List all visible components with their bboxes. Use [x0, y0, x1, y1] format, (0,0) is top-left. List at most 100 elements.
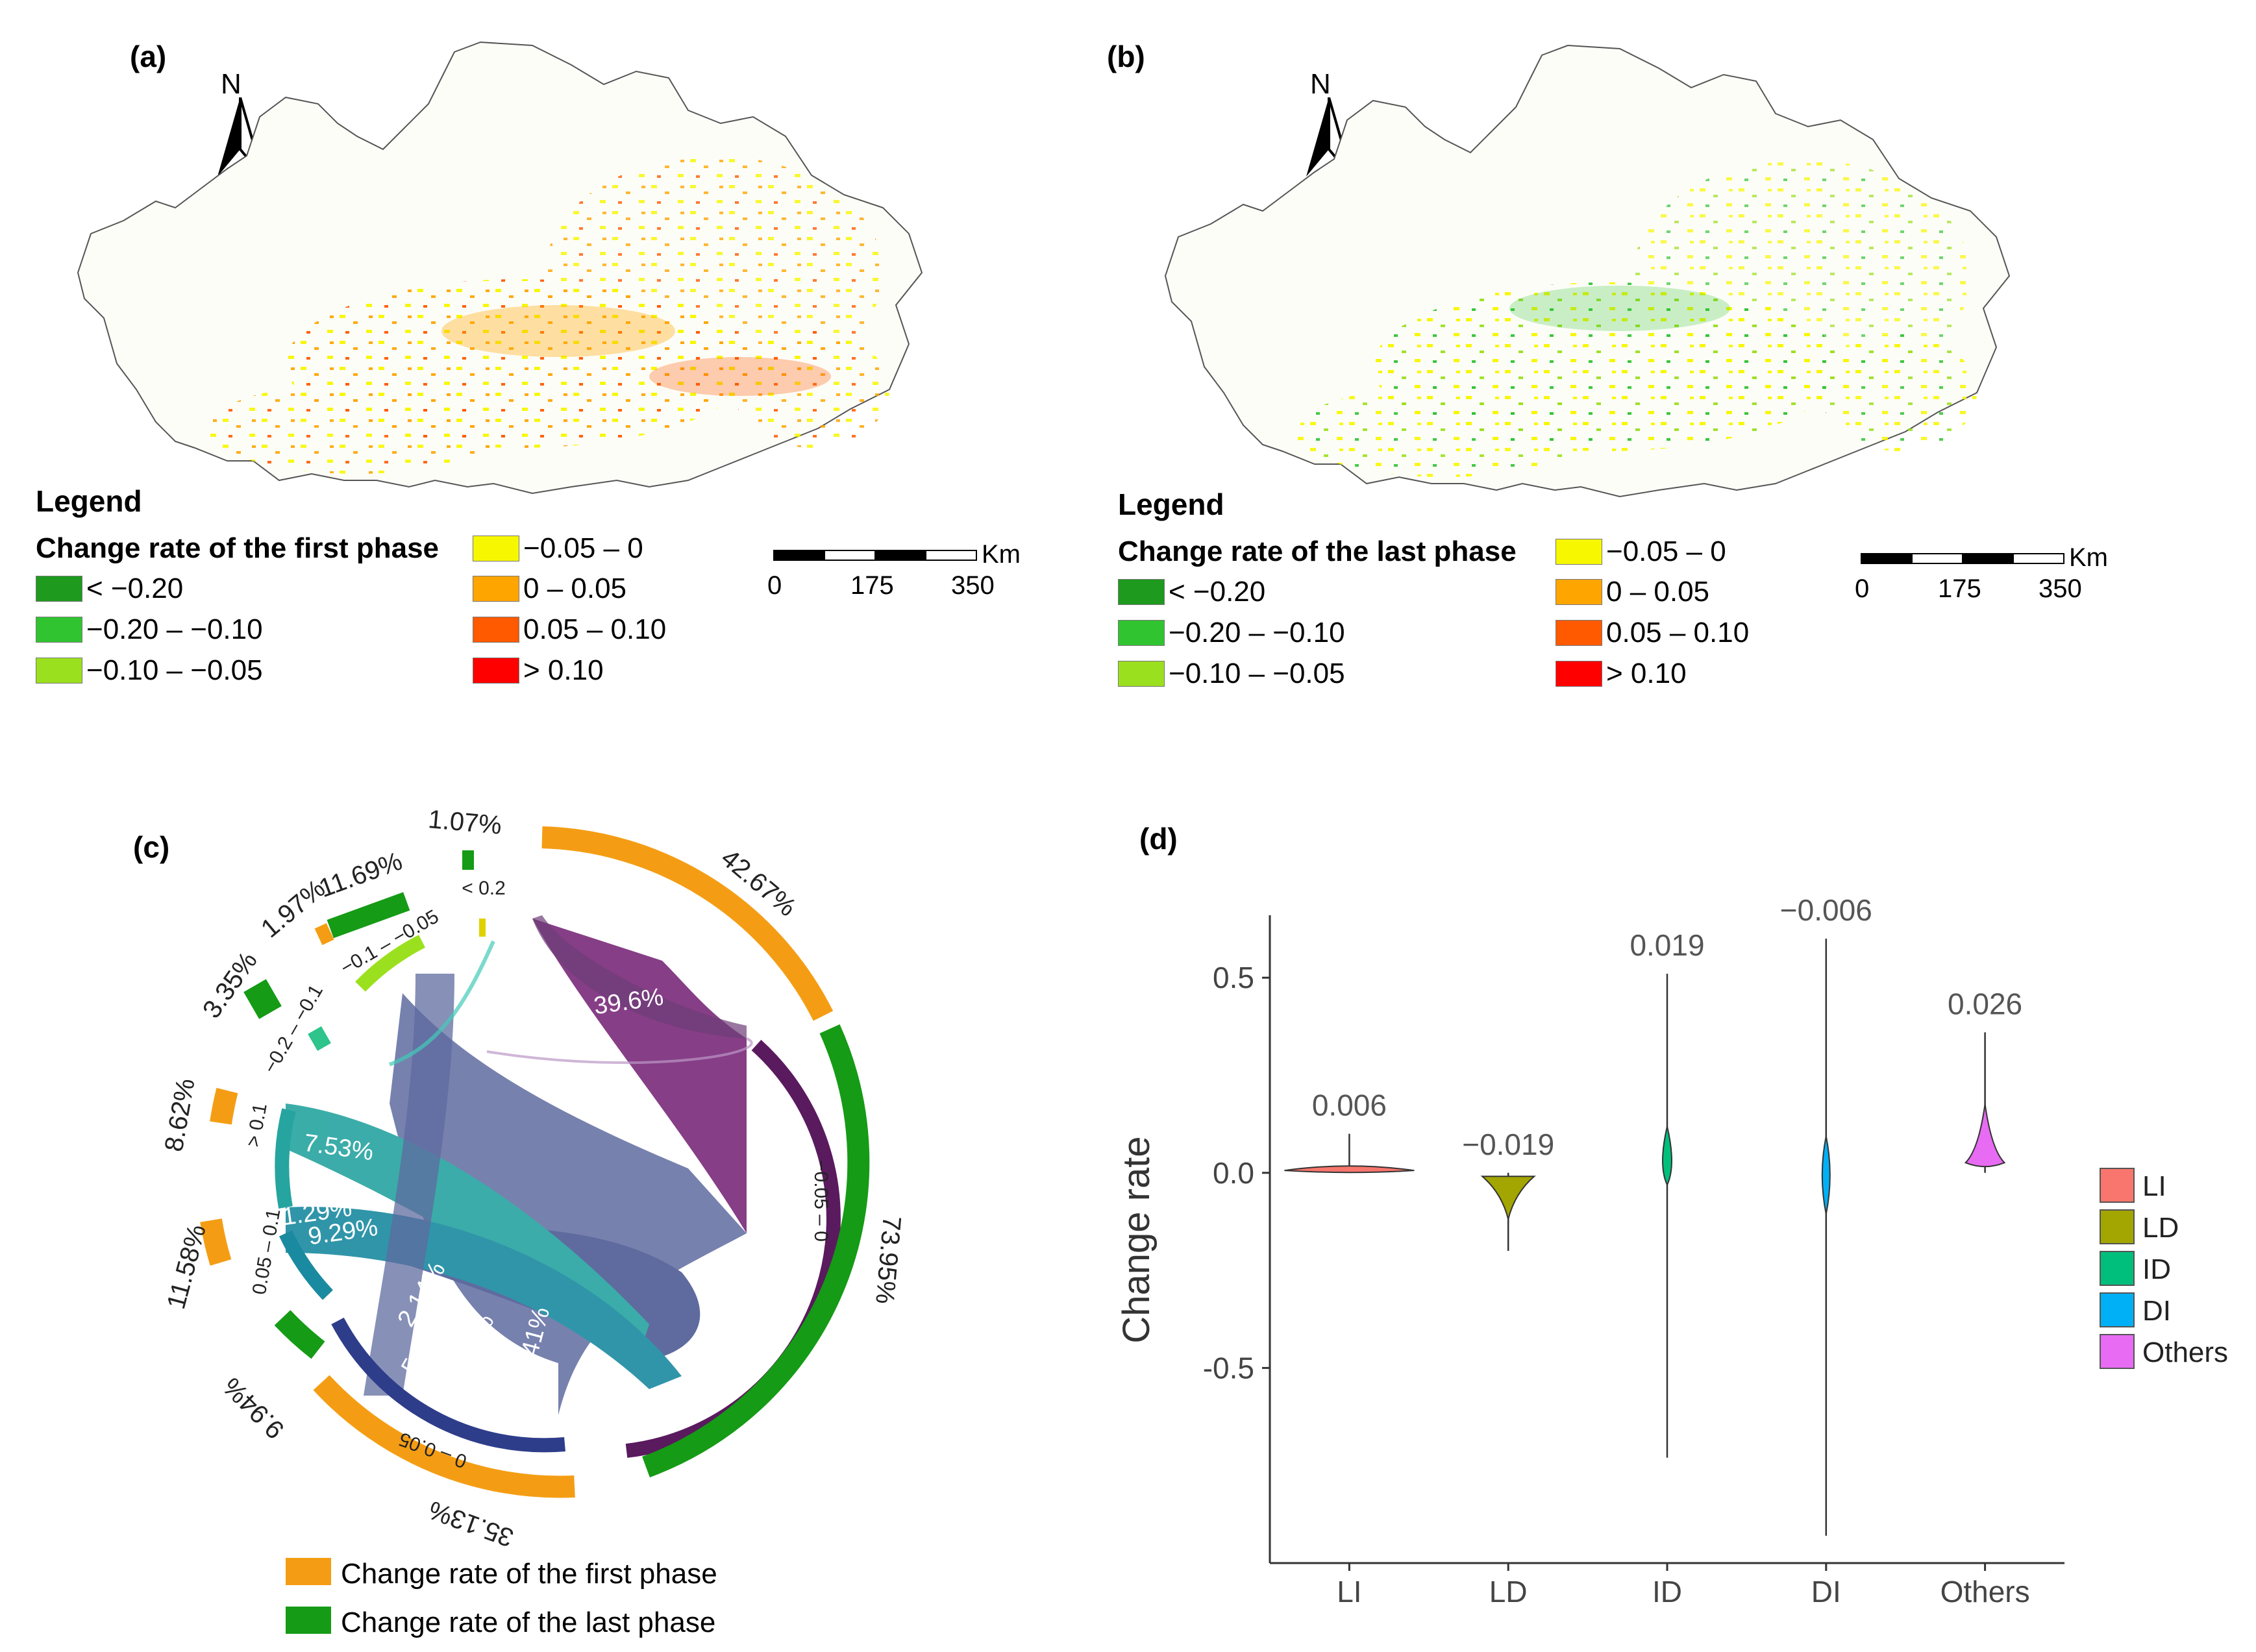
panel-d-label: (d) [1139, 822, 1178, 856]
legend-b-item: −0.20 – −0.10 [1118, 617, 1345, 649]
scale-tick-a: 350 [951, 571, 995, 600]
scale-tick-a: 175 [850, 571, 894, 600]
violin-value-label: −0.019 [1462, 1128, 1554, 1161]
inner-ring-segment [275, 1108, 296, 1209]
violin-body [1480, 1176, 1536, 1220]
chord-diagram: 42.67% 73.95% 35.13% 9.94% 11.58% 8.62% … [160, 805, 906, 1552]
ring-last-3 [243, 979, 282, 1019]
chord-ribbon [286, 1207, 682, 1389]
scale-bar-b [1861, 553, 2064, 564]
violin-value-label: 0.019 [1630, 928, 1704, 962]
legend-d-label: ID [2142, 1253, 2171, 1285]
scale-tick-b: 175 [1938, 574, 1981, 603]
legend-d-label: LI [2142, 1170, 2166, 1202]
y-axis-label: Change rate [1115, 1136, 1158, 1343]
ring-pct-label: 73.95% [870, 1215, 906, 1305]
violin-body [1662, 1126, 1672, 1187]
scale-unit-b: Km [2069, 543, 2108, 572]
legend-d-swatch [2100, 1168, 2135, 1203]
inner-ring-segment [331, 1317, 565, 1453]
inner-ring-segment [355, 935, 426, 992]
chord-ribbon [486, 1037, 753, 1065]
violin-chart: Change rate 0.5 0.0 -0.5 LI LD ID DI Others 0.0… [1115, 893, 2228, 1609]
ring-first-11 [200, 1218, 232, 1266]
legend-c-swatch-last [286, 1607, 331, 1634]
ring-pct-label: 1.07% [427, 805, 503, 840]
legend-b-item: −0.05 – 0 [1556, 536, 1726, 568]
ring-last-73 [642, 1024, 870, 1477]
ring-first-1 [314, 923, 334, 946]
scale-bar-a [773, 550, 977, 561]
legend-b-title: Legend [1118, 487, 1224, 521]
y-tick-label: 0.5 [1213, 961, 1254, 994]
legend-c-last: Change rate of the last phase [341, 1607, 716, 1638]
x-tick-label: DI [1811, 1575, 1841, 1609]
sector-label: −0.05 – 0 [810, 1160, 832, 1242]
x-tick-label: Others [1940, 1575, 2030, 1609]
sector-label: > 0.1 [243, 1102, 271, 1148]
panel-c-label: (c) [133, 830, 170, 864]
north-label: N [1310, 68, 1331, 100]
legend-b-subtitle: Change rate of the last phase [1118, 536, 1517, 567]
panel-b-label: (b) [1107, 40, 1145, 73]
inner-ring-segment [279, 1230, 334, 1300]
legend-d-label: DI [2142, 1295, 2171, 1327]
violin-value-label: 0.026 [1948, 987, 2022, 1020]
violin-body [1964, 1104, 2006, 1168]
violin-value-label: 0.006 [1312, 1089, 1387, 1122]
legend-b-item: > 0.10 [1556, 658, 1687, 690]
violin-value-label: −0.006 [1780, 893, 1872, 927]
inner-ring-segment [479, 918, 486, 937]
x-tick-label: LD [1489, 1575, 1528, 1609]
ring-pct-label: 3.35% [197, 946, 263, 1023]
legend-c-swatch-first [286, 1558, 331, 1585]
ring-pct-label: 11.69% [316, 846, 406, 903]
sector-label: < 0.2 [462, 878, 506, 899]
flow-label: 2.85% [569, 1078, 643, 1115]
legend-a-item: 0 – 0.05 [473, 573, 626, 605]
legend-d-swatch [2100, 1292, 2135, 1327]
ring-pct-label: 9.94% [217, 1372, 290, 1444]
inner-ring-segment [308, 1026, 331, 1051]
legend-a-item: > 0.10 [473, 654, 604, 687]
ring-pct-label: 35.13% [425, 1495, 517, 1552]
legend-d-label: Others [2142, 1337, 2228, 1368]
scale-tick-b: 350 [2039, 574, 2082, 603]
legend-b-item: < −0.20 [1118, 576, 1265, 608]
chord-ribbon [390, 993, 747, 1415]
scale-tick-a: 0 [767, 571, 782, 600]
legend-a-item: 0.05 – 0.10 [473, 613, 666, 646]
legend-a-item: −0.20 – −0.10 [36, 613, 263, 646]
legend-a-item: −0.10 – −0.05 [36, 654, 263, 687]
ring-pct-label: 11.58% [162, 1222, 212, 1313]
y-tick-label: 0.0 [1213, 1156, 1254, 1190]
legend-b-item: 0 – 0.05 [1556, 576, 1709, 608]
map-a [77, 41, 923, 495]
legend-a-subtitle: Change rate of the first phase [36, 532, 440, 564]
violin-body [1821, 1136, 1831, 1214]
ring-first-35 [313, 1375, 575, 1498]
scale-tick-b: 0 [1855, 574, 1870, 603]
legend-d-swatch [2100, 1209, 2135, 1244]
ring-first-8 [210, 1087, 238, 1125]
ring-first-42 [541, 826, 834, 1021]
chord-ribbon [532, 918, 747, 1233]
legend-c-first: Change rate of the first phase [341, 1558, 717, 1590]
violin-body [1284, 1165, 1415, 1174]
legend-d-swatch [2100, 1334, 2135, 1369]
x-tick-label: ID [1652, 1575, 1682, 1609]
legend-d-label: LD [2142, 1212, 2179, 1244]
x-tick-label: LI [1337, 1575, 1361, 1609]
ring-pct-label: 8.62% [160, 1076, 201, 1153]
chord-ribbon [532, 915, 747, 1039]
ring-last-9 [274, 1310, 325, 1359]
sector-label: 0.05 – 0.1 [249, 1207, 285, 1296]
scale-unit-a: Km [982, 540, 1021, 569]
legend-b-item: −0.10 – −0.05 [1118, 658, 1345, 690]
north-label: N [221, 68, 242, 100]
legend-d-swatch [2100, 1251, 2135, 1286]
legend-a-title: Legend [36, 484, 142, 518]
panel-a-label: (a) [130, 40, 167, 73]
chord-ribbon [364, 974, 454, 1396]
legend-a-item: −0.05 – 0 [473, 532, 643, 565]
